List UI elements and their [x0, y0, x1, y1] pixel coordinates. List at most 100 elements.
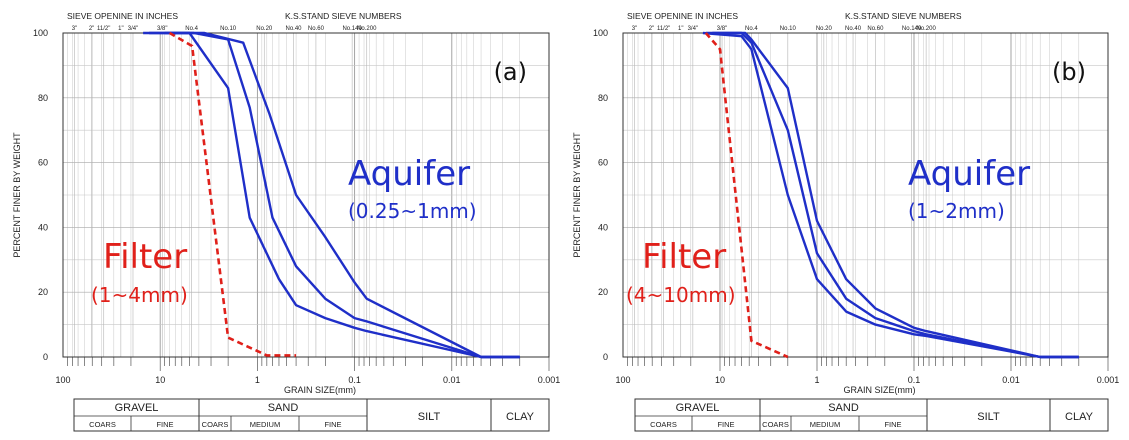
inch-tick-label: 2" — [649, 26, 654, 32]
x-tick-label: 0.1 — [348, 375, 361, 385]
sieve-tick-label: No.60 — [867, 26, 884, 32]
plot-frame — [622, 32, 1109, 358]
aquifer-curve-2 — [149, 31, 520, 359]
inch-tick-label: 3/4" — [688, 26, 698, 32]
inch-tick-label: 1" — [118, 26, 123, 32]
filter-range: (4~10mm) — [626, 283, 736, 307]
filter-range: (1~4mm) — [91, 283, 188, 307]
aquifer-title: Aquifer — [348, 154, 470, 194]
y-tick-label: 0 — [603, 352, 608, 362]
y-axis-label: PERCENT FINER BY WEIGHT — [12, 132, 22, 258]
sieve-numbers-title: K.S.STAND SIEVE NUMBERS — [845, 11, 962, 21]
y-tick-label: 20 — [38, 287, 48, 297]
sieve-tick-label: No.20 — [256, 26, 273, 32]
y-tick-label: 40 — [38, 222, 48, 232]
inch-tick-label: 1" — [678, 26, 683, 32]
sieve-tick-label: No.60 — [308, 26, 325, 32]
sieve-numbers-title: K.S.STAND SIEVE NUMBERS — [285, 11, 402, 21]
y-tick-label: 60 — [598, 158, 608, 168]
soil-class-clay: CLAY — [506, 411, 535, 423]
soil-class-sand: SAND — [268, 402, 299, 414]
soil-subclass: COARS — [650, 420, 677, 429]
panel-a: SIEVE OPENINE IN INCHES K.S.STAND SIEVE N… — [12, 11, 561, 432]
y-tick-label: 80 — [38, 93, 48, 103]
aquifer-range: (1~2mm) — [908, 199, 1005, 223]
panel-label: (b) — [1052, 58, 1086, 86]
panel-label: (a) — [494, 58, 527, 86]
sieve-tick-label: No.4 — [745, 26, 758, 32]
y-tick-label: 0 — [43, 352, 48, 362]
inch-tick-label: 11/2" — [97, 26, 110, 32]
sieve-inches-title: SIEVE OPENINE IN INCHES — [67, 11, 178, 21]
aquifer-curve-1 — [143, 31, 520, 359]
soil-table — [73, 398, 550, 432]
sieve-tick-label: No.40 — [845, 26, 862, 32]
soil-subclass: COARS — [89, 420, 116, 429]
x-tick-label: 0.1 — [908, 375, 921, 385]
sieve-tick-label: No.10 — [780, 26, 797, 32]
x-tick-label: 0.001 — [1097, 375, 1120, 385]
soil-subclass: COARS — [762, 420, 789, 429]
filter-curve — [168, 31, 297, 357]
soil-subclass: MEDIUM — [250, 420, 280, 429]
y-tick-label: 60 — [38, 158, 48, 168]
sieve-tick-label: No.10 — [220, 26, 237, 32]
soil-class-silt: SILT — [418, 411, 441, 423]
soil-class-clay: CLAY — [1065, 411, 1094, 423]
soil-table — [634, 398, 1109, 432]
x-tick-label: 0.001 — [538, 375, 561, 385]
aquifer-range: (0.25~1mm) — [348, 199, 477, 223]
soil-subclass: FINE — [156, 420, 173, 429]
x-axis-label: GRAIN SIZE(mm) — [844, 385, 916, 395]
x-tick-label: 1 — [814, 375, 819, 385]
y-tick-label: 20 — [598, 287, 608, 297]
x-tick-label: 0.01 — [1002, 375, 1020, 385]
filter-title: Filter — [642, 237, 726, 277]
soil-subclass: FINE — [324, 420, 341, 429]
inch-tick-label: 11/2" — [657, 26, 670, 32]
soil-class-gravel: GRAVEL — [115, 402, 159, 414]
soil-class-silt: SILT — [977, 411, 1000, 423]
sieve-tick-label: No.200 — [916, 26, 936, 32]
filter-title: Filter — [103, 237, 187, 277]
inch-tick-label: 3" — [632, 26, 637, 32]
inch-tick-label: 3/8" — [157, 26, 167, 32]
soil-class-gravel: GRAVEL — [676, 402, 720, 414]
soil-subclass: MEDIUM — [810, 420, 840, 429]
y-tick-label: 40 — [598, 222, 608, 232]
x-tick-label: 1 — [255, 375, 260, 385]
x-tick-label: 10 — [715, 375, 725, 385]
soil-subclass: FINE — [717, 420, 734, 429]
sieve-tick-label: No.20 — [816, 26, 833, 32]
inch-tick-label: 3/8" — [717, 26, 727, 32]
x-tick-label: 100 — [55, 375, 70, 385]
y-tick-label: 80 — [598, 93, 608, 103]
sieve-tick-label: No.140 — [902, 26, 922, 32]
x-tick-label: 10 — [155, 375, 165, 385]
inch-tick-label: 3" — [72, 26, 77, 32]
y-tick-label: 100 — [33, 28, 48, 38]
aquifer-curve-3 — [712, 31, 1079, 359]
x-tick-label: 0.01 — [443, 375, 461, 385]
aquifer-curve-2 — [705, 31, 1079, 359]
soil-subclass: FINE — [884, 420, 901, 429]
sieve-inches-title: SIEVE OPENINE IN INCHES — [627, 11, 738, 21]
inch-tick-label: 2" — [89, 26, 94, 32]
x-axis-label: GRAIN SIZE(mm) — [284, 385, 356, 395]
plot-frame — [62, 32, 550, 358]
inch-tick-label: 3/4" — [128, 26, 138, 32]
filter-curve — [704, 32, 789, 359]
aquifer-curve-3 — [164, 31, 520, 359]
sieve-tick-label: No.140 — [342, 26, 362, 32]
sieve-tick-label: No.4 — [185, 26, 198, 32]
sieve-tick-label: No.40 — [286, 26, 303, 32]
aquifer-title: Aquifer — [908, 154, 1030, 194]
y-axis-label: PERCENT FINER BY WEIGHT — [572, 132, 582, 258]
sieve-tick-label: No.200 — [357, 26, 377, 32]
y-tick-label: 100 — [593, 28, 608, 38]
soil-class-sand: SAND — [828, 402, 859, 414]
panel-b: SIEVE OPENINE IN INCHES K.S.STAND SIEVE N… — [572, 11, 1120, 432]
soil-subclass: COARS — [202, 420, 229, 429]
x-tick-label: 100 — [615, 375, 630, 385]
